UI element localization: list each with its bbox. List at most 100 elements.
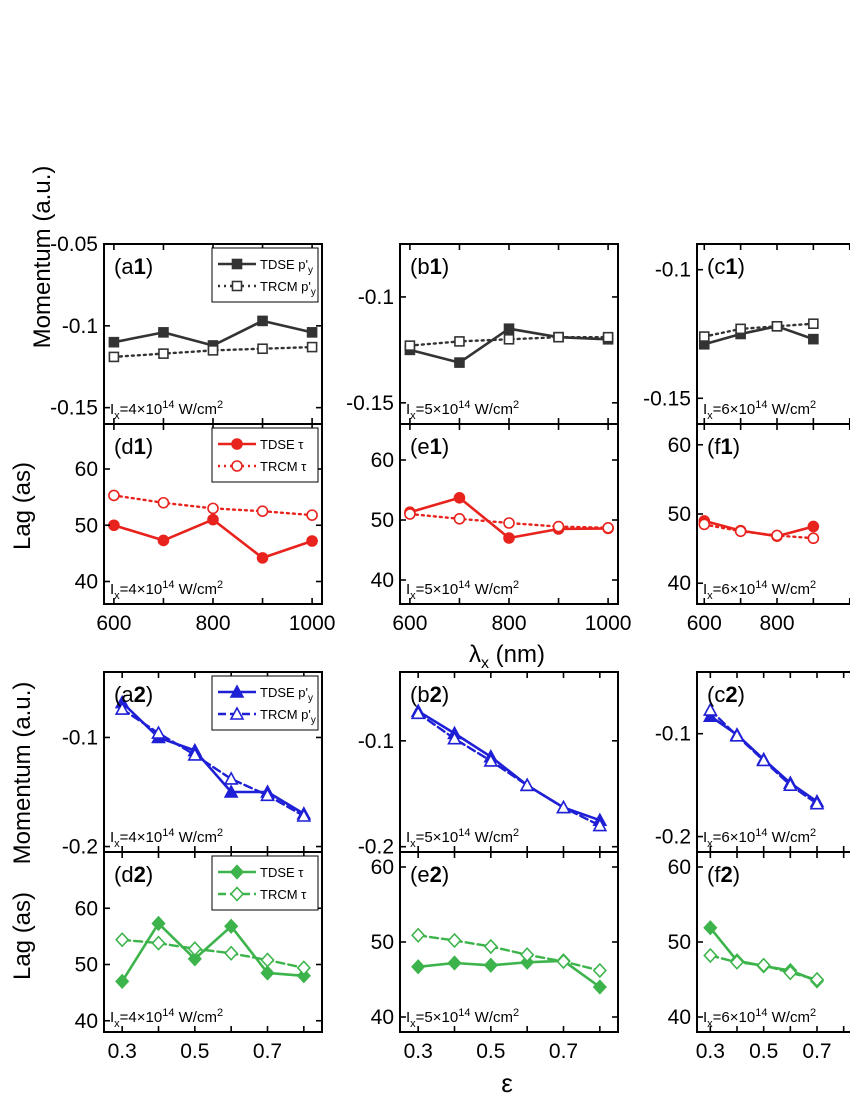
legend-box-d2 xyxy=(211,855,319,911)
panel-title-b1: (b1) xyxy=(410,254,449,279)
data-point-d1-1-4 xyxy=(306,509,318,521)
data-point-e1-1-2 xyxy=(503,517,515,529)
legend-box-d1 xyxy=(211,427,319,483)
y-tick-label-c1: -0.15 xyxy=(643,387,691,410)
data-point-a2-1-2 xyxy=(187,747,203,761)
data-point-c2-1-1 xyxy=(729,728,745,742)
y-tick-label-d1: 60 xyxy=(75,458,98,481)
data-point-b1-1-3 xyxy=(553,331,564,343)
data-point-f1-1-1 xyxy=(734,525,747,538)
y-tick-label-d2: 60 xyxy=(75,897,98,920)
data-point-c1-0-3 xyxy=(808,333,819,345)
data-point-f2-1-0 xyxy=(703,947,718,964)
legend-marker-a1-1 xyxy=(231,280,243,292)
data-point-d2-1-5 xyxy=(296,960,311,976)
y-tick-label-a1: -0.15 xyxy=(50,397,98,420)
series-line-b2-1 xyxy=(417,712,601,827)
y-tick-label-f2: 60 xyxy=(668,856,691,879)
data-point-d1-1-0 xyxy=(108,489,120,502)
intensity-label-c1: Ix=6×1014 W/cm2 xyxy=(703,399,816,422)
panel-title-d1: (d1) xyxy=(114,434,153,459)
data-point-d1-0-3 xyxy=(256,552,269,564)
y-tick-label-c1: -0.1 xyxy=(655,259,691,282)
y-tick-label-f1: 50 xyxy=(668,503,691,526)
panel-e2: 0.3 0.5 0.7 40 50 60 (e2) Ix=5×1014 W/cm2 xyxy=(371,851,619,1063)
data-point-d2-1-0 xyxy=(115,932,130,948)
intensity-label-a2: Ix=4×1014 W/cm2 xyxy=(110,827,223,850)
data-point-a1-0-0 xyxy=(108,336,120,348)
y-tick-label-e1: 50 xyxy=(371,509,394,532)
panel-title-f1: (f1) xyxy=(707,434,740,459)
data-point-f2-1-4 xyxy=(809,971,825,988)
legend-a1: TDSE p'y TRCM p'y xyxy=(211,247,319,303)
legend-label-d1-0: TDSE τ xyxy=(260,437,304,452)
data-point-e2-0-2 xyxy=(483,957,498,973)
y-tick-label-d2: 40 xyxy=(75,1010,98,1033)
data-point-f1-0-3 xyxy=(807,520,820,533)
data-point-e1-1-1 xyxy=(453,512,466,525)
plot-area-b1 xyxy=(404,323,614,368)
intensity-label-c2: Ix=6×1014 W/cm2 xyxy=(703,827,816,850)
intensity-label-a1: Ix=4×1014 W/cm2 xyxy=(110,399,223,422)
data-point-a1-0-4 xyxy=(306,327,318,338)
panel-title-c2: (c2) xyxy=(707,682,745,707)
data-point-e2-1-5 xyxy=(592,962,607,979)
data-point-c1-1-0 xyxy=(698,331,710,342)
x-tick-label-e1: 1000 xyxy=(585,612,632,635)
data-point-a2-1-1 xyxy=(151,725,166,739)
intensity-label-f1: Ix=6×1014 W/cm2 xyxy=(703,579,816,602)
data-point-f2-0-0 xyxy=(703,920,718,936)
y-tick-label-b1: -0.15 xyxy=(346,392,394,415)
x-tick-label-f2: 0.5 xyxy=(749,1040,778,1063)
y-tick-label-e2: 50 xyxy=(371,931,394,954)
x-tick-label-d1: 1000 xyxy=(289,612,336,635)
data-point-e2-0-0 xyxy=(411,959,426,975)
legend-label-a2-1: TRCM p'y xyxy=(260,707,316,726)
y-tick-label-b1: -0.1 xyxy=(358,286,394,309)
plot-area-e1 xyxy=(404,491,614,544)
data-point-a2-0-3 xyxy=(223,784,239,798)
panel-title-a1: (a1) xyxy=(114,254,153,279)
legend-label-a1-1: TRCM p'y xyxy=(260,279,316,298)
data-point-b2-1-5 xyxy=(592,817,608,832)
legend-label-d1-1: TRCM τ xyxy=(260,459,307,474)
data-point-d1-1-1 xyxy=(157,496,170,509)
panel-title-c1: (c1) xyxy=(707,254,745,279)
data-point-d1-0-0 xyxy=(108,519,120,532)
panel-d2: 0.3 0.5 0.7 40 50 60 (d2) Ix=4×1014 W/cm2 TDSE τ… xyxy=(75,851,323,1063)
legend-marker-d2-0 xyxy=(229,864,245,880)
panel-c2: -0.1 -0.2 (c2) Ix=6×1014 W/cm2 xyxy=(655,671,850,853)
plot-area-d2 xyxy=(115,915,311,990)
y-tick-label-c2: -0.1 xyxy=(655,723,691,746)
data-point-f2-1-3 xyxy=(783,965,798,981)
data-point-e1-1-0 xyxy=(404,508,416,520)
data-point-e2-1-2 xyxy=(483,938,498,955)
panel-f2: 0.3 0.5 0.7 40 50 60 (f2) Ix=6×1014 W/cm2 xyxy=(668,851,850,1063)
data-point-e2-1-4 xyxy=(556,953,571,970)
legend-label-a2-0: TDSE p'y xyxy=(260,685,313,704)
ylabel-d1: Lag (as) xyxy=(9,462,36,550)
y-tick-label-f2: 50 xyxy=(668,931,691,954)
data-point-d2-0-4 xyxy=(260,965,275,981)
y-tick-label-d2: 50 xyxy=(75,954,98,977)
panel-b2: -0.1 -0.2 (b2) Ix=5×1014 W/cm2 xyxy=(358,671,619,859)
plot-area-d1 xyxy=(108,489,318,564)
data-point-d2-0-0 xyxy=(115,973,130,990)
data-point-a1-1-1 xyxy=(158,348,169,359)
ylabel-a2: Momentum (a.u.) xyxy=(9,682,36,865)
panel-title-f2: (f2) xyxy=(707,862,740,887)
legend-marker-a2-1 xyxy=(229,706,245,720)
ylabel-d2: Lag (as) xyxy=(9,892,36,980)
panel-d1: 600 800 1000 40 50 60 (d1) Ix=4×1014 W/cm2 TDSE … xyxy=(75,423,336,635)
data-point-c1-1-2 xyxy=(771,320,783,332)
data-point-c2-1-2 xyxy=(756,752,772,767)
intensity-label-d2: Ix=4×1014 W/cm2 xyxy=(110,1007,223,1030)
y-tick-label-a1: -0.05 xyxy=(50,233,98,256)
y-tick-label-e1: 60 xyxy=(371,449,394,472)
panel-b1: -0.1 -0.15 (b1) Ix=5×1014 W/cm2 xyxy=(346,243,619,425)
data-point-a2-1-0 xyxy=(114,701,130,715)
series-line-c1-0 xyxy=(703,325,815,346)
panel-title-d2: (d2) xyxy=(114,862,153,887)
data-point-d2-1-1 xyxy=(151,935,166,951)
data-point-e2-1-0 xyxy=(411,927,426,943)
